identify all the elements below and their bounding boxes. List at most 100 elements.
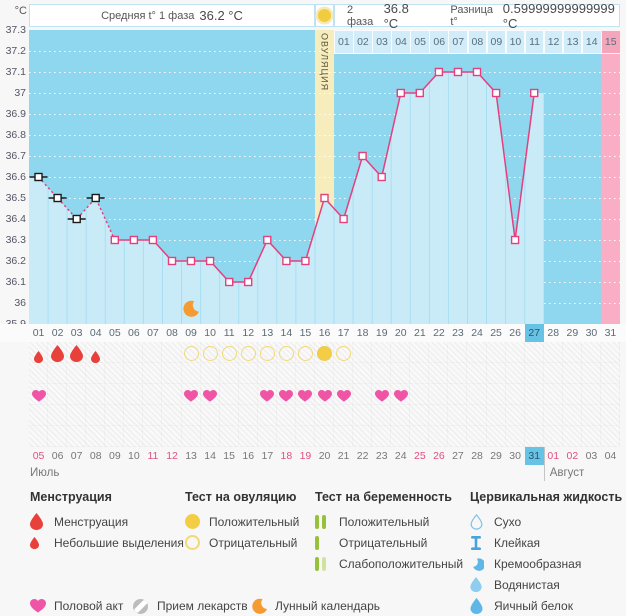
day-axis-cell-21[interactable]: 21 xyxy=(414,327,426,339)
day-axis-cell-23[interactable]: 23 xyxy=(452,327,464,339)
temperature-marker[interactable] xyxy=(510,235,520,245)
temperature-marker[interactable] xyxy=(339,214,348,224)
day-axis-cell-03[interactable]: 03 xyxy=(70,327,83,339)
calendar-date-10[interactable]: 10 xyxy=(128,450,140,462)
phase2-day-cell-02[interactable]: 02 xyxy=(353,30,373,54)
phase2-day-cell-01[interactable]: 01 xyxy=(334,30,354,54)
calendar-date-06[interactable]: 06 xyxy=(51,450,64,462)
day-axis-cell-20[interactable]: 20 xyxy=(394,327,407,339)
phase2-day-cell-04[interactable]: 04 xyxy=(391,30,411,54)
phase2-day-cell-12[interactable]: 12 xyxy=(543,30,564,54)
phase2-day-cell-09[interactable]: 09 xyxy=(486,30,507,54)
day-axis-cell-22[interactable]: 22 xyxy=(433,327,445,339)
phase2-day-cell-11[interactable]: 11 xyxy=(524,30,545,54)
temperature-marker[interactable] xyxy=(472,67,482,77)
calendar-date-13[interactable]: 13 xyxy=(185,450,197,462)
temperature-marker[interactable] xyxy=(110,235,120,245)
temperature-marker[interactable] xyxy=(91,193,100,203)
temperature-marker[interactable] xyxy=(377,172,386,182)
day-axis-cell-19[interactable]: 19 xyxy=(375,327,388,339)
calendar-date-21[interactable]: 21 xyxy=(337,450,350,462)
calendar-date-28[interactable]: 28 xyxy=(471,450,483,462)
calendar-date-07[interactable]: 07 xyxy=(70,450,83,462)
calendar-date-22[interactable]: 22 xyxy=(356,450,369,462)
temperature-marker[interactable] xyxy=(34,172,43,182)
day-axis-cell-16[interactable]: 16 xyxy=(318,327,331,339)
temperature-marker[interactable] xyxy=(301,256,310,266)
temperature-marker[interactable] xyxy=(358,151,367,161)
calendar-date-11[interactable]: 11 xyxy=(147,450,159,462)
calendar-date-16[interactable]: 16 xyxy=(242,450,255,462)
phase2-day-cell-10[interactable]: 10 xyxy=(505,30,526,54)
calendar-date-15[interactable]: 15 xyxy=(223,450,235,462)
day-axis-cell-15[interactable]: 15 xyxy=(299,327,312,339)
calendar-date-09[interactable]: 09 xyxy=(109,450,121,462)
day-axis-cell-25[interactable]: 25 xyxy=(490,327,502,339)
phase2-day-cell-08[interactable]: 08 xyxy=(467,30,488,54)
calendar-date-18[interactable]: 18 xyxy=(280,450,293,462)
temperature-marker[interactable] xyxy=(396,88,405,98)
calendar-date-01[interactable]: 01 xyxy=(547,450,560,462)
day-axis-cell-29[interactable]: 29 xyxy=(566,327,579,339)
temperature-marker[interactable] xyxy=(148,235,158,245)
calendar-date-27[interactable]: 27 xyxy=(452,450,464,462)
day-axis-cell-07[interactable]: 07 xyxy=(147,327,159,339)
phase2-day-cell-15[interactable]: 15 xyxy=(600,30,621,54)
calendar-date-05[interactable]: 05 xyxy=(32,450,45,462)
temperature-marker[interactable] xyxy=(415,88,424,98)
day-axis-cell-10[interactable]: 10 xyxy=(204,327,216,339)
temperature-marker[interactable] xyxy=(205,256,215,266)
temperature-marker[interactable] xyxy=(167,256,177,266)
calendar-date-23[interactable]: 23 xyxy=(375,450,388,462)
day-axis-cell-13[interactable]: 13 xyxy=(261,327,274,339)
day-axis-cell-08[interactable]: 08 xyxy=(166,327,178,339)
day-axis-cell-18[interactable]: 18 xyxy=(356,327,369,339)
day-axis-cell-04[interactable]: 04 xyxy=(89,327,102,339)
calendar-date-29[interactable]: 29 xyxy=(490,450,502,462)
temperature-marker[interactable] xyxy=(129,235,139,245)
day-axis-cell-14[interactable]: 14 xyxy=(280,327,293,339)
temperature-chart[interactable] xyxy=(29,30,620,324)
temperature-marker[interactable] xyxy=(72,214,81,224)
calendar-date-25[interactable]: 25 xyxy=(414,450,426,462)
calendar-date-08[interactable]: 08 xyxy=(89,450,102,462)
day-axis-cell-31[interactable]: 31 xyxy=(604,327,617,339)
temperature-marker[interactable] xyxy=(186,256,196,266)
day-axis-cell-02[interactable]: 02 xyxy=(51,327,64,339)
calendar-date-24[interactable]: 24 xyxy=(394,450,407,462)
day-axis-cell-27[interactable]: 27 xyxy=(524,324,544,342)
calendar-date-31[interactable]: 31 xyxy=(524,447,544,465)
day-axis-cell-01[interactable]: 01 xyxy=(32,327,45,339)
temperature-marker[interactable] xyxy=(434,67,444,77)
day-axis-cell-24[interactable]: 24 xyxy=(471,327,483,339)
day-axis-cell-26[interactable]: 26 xyxy=(509,327,521,339)
calendar-date-26[interactable]: 26 xyxy=(433,450,445,462)
day-axis-cell-17[interactable]: 17 xyxy=(337,327,350,339)
phase2-day-cell-03[interactable]: 03 xyxy=(372,30,392,54)
calendar-date-19[interactable]: 19 xyxy=(299,450,312,462)
calendar-date-14[interactable]: 14 xyxy=(204,450,216,462)
calendar-date-04[interactable]: 04 xyxy=(604,450,617,462)
phase2-day-cell-05[interactable]: 05 xyxy=(410,30,430,54)
temperature-marker[interactable] xyxy=(263,235,272,245)
temperature-marker[interactable] xyxy=(282,256,291,266)
calendar-date-17[interactable]: 17 xyxy=(261,450,274,462)
calendar-date-03[interactable]: 03 xyxy=(585,450,598,462)
day-axis-cell-30[interactable]: 30 xyxy=(585,327,598,339)
day-axis-cell-11[interactable]: 11 xyxy=(223,327,235,339)
temperature-marker[interactable] xyxy=(320,193,329,203)
temperature-marker[interactable] xyxy=(53,193,62,203)
temperature-marker[interactable] xyxy=(530,88,539,98)
day-axis-cell-09[interactable]: 09 xyxy=(185,327,197,339)
calendar-date-12[interactable]: 12 xyxy=(166,450,178,462)
calendar-date-30[interactable]: 30 xyxy=(509,450,521,462)
temperature-marker[interactable] xyxy=(453,67,463,77)
calendar-date-02[interactable]: 02 xyxy=(566,450,579,462)
temperature-marker[interactable] xyxy=(224,277,234,287)
temperature-marker[interactable] xyxy=(491,88,501,98)
calendar-date-20[interactable]: 20 xyxy=(318,450,331,462)
phase2-day-cell-13[interactable]: 13 xyxy=(562,30,583,54)
phase2-day-cell-07[interactable]: 07 xyxy=(448,30,469,54)
phase2-day-cell-06[interactable]: 06 xyxy=(429,30,450,54)
temperature-marker[interactable] xyxy=(243,277,253,287)
